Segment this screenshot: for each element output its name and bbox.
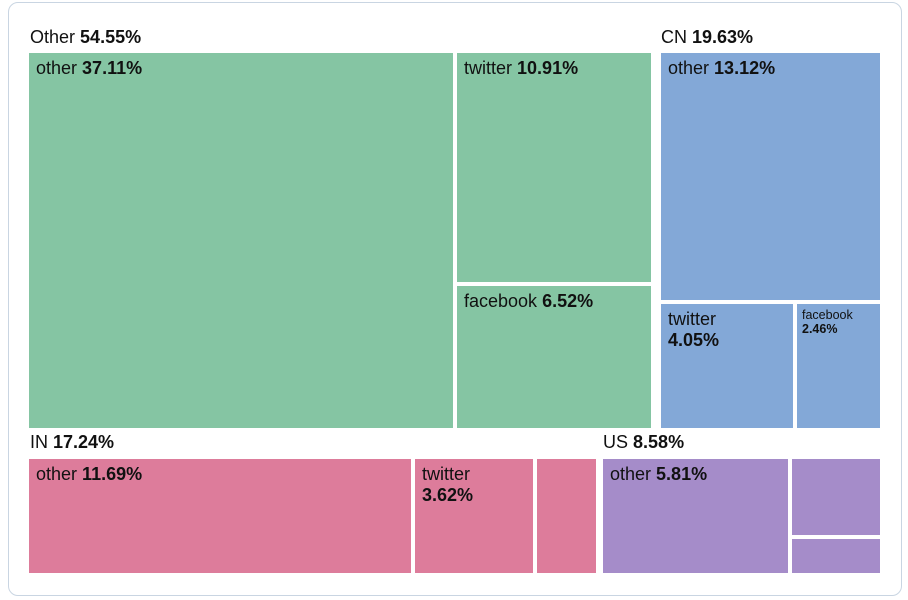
cell-pct: 3.62% xyxy=(422,485,474,505)
cell-label: twitter xyxy=(668,309,717,329)
cell-pct: 37.11% xyxy=(82,58,143,78)
cell-label: twitter xyxy=(464,58,513,78)
group-label-in: IN 17.24% xyxy=(30,432,114,452)
cell-label: other xyxy=(36,464,78,484)
treemap-cell-other-other[interactable]: other 37.11% xyxy=(29,53,453,428)
cell-pct: 4.05% xyxy=(668,330,720,350)
cell-label: other xyxy=(36,58,78,78)
treemap-cell-cn-other[interactable]: other 13.12% xyxy=(661,53,880,300)
group-name: IN xyxy=(30,432,48,452)
cell-pct: 5.81% xyxy=(656,464,708,484)
treemap-cell-us-other[interactable]: other 5.81% xyxy=(603,459,788,573)
treemap-cell-in-twitter[interactable]: twitter 3.62% xyxy=(415,459,533,573)
group-label-us: US 8.58% xyxy=(603,432,684,452)
treemap-cell-in-other[interactable]: other 11.69% xyxy=(29,459,411,573)
cell-pct: 11.69% xyxy=(82,464,143,484)
cell-label: other xyxy=(610,464,652,484)
cell-label: facebook xyxy=(464,291,538,311)
group-label-other: Other 54.55% xyxy=(30,27,141,47)
treemap-cell-us-unlabeled-1[interactable] xyxy=(792,459,880,535)
cell-pct: 6.52% xyxy=(542,291,594,311)
cell-label: other xyxy=(668,58,710,78)
cell-pct: 10.91% xyxy=(517,58,579,78)
group-name: US xyxy=(603,432,629,452)
group-pct: 19.63% xyxy=(692,27,754,47)
treemap-cell-cn-facebook[interactable]: facebook 2.46% xyxy=(797,304,880,428)
treemap-cell-in-unlabeled[interactable] xyxy=(537,459,596,573)
group-name: CN xyxy=(661,27,687,47)
cell-pct: 2.46% xyxy=(802,322,838,336)
cell-pct: 13.12% xyxy=(714,58,776,78)
treemap-cell-us-unlabeled-2[interactable] xyxy=(792,539,880,573)
cell-label: twitter xyxy=(422,464,471,484)
group-name: Other xyxy=(30,27,76,47)
treemap-cell-cn-twitter[interactable]: twitter 4.05% xyxy=(661,304,793,428)
cell-label: facebook xyxy=(802,308,853,322)
treemap-cell-other-twitter[interactable]: twitter 10.91% xyxy=(457,53,651,282)
treemap-cell-other-facebook[interactable]: facebook 6.52% xyxy=(457,286,651,428)
group-pct: 17.24% xyxy=(53,432,115,452)
group-label-cn: CN 19.63% xyxy=(661,27,753,47)
group-pct: 54.55% xyxy=(80,27,142,47)
group-pct: 8.58% xyxy=(633,432,685,452)
